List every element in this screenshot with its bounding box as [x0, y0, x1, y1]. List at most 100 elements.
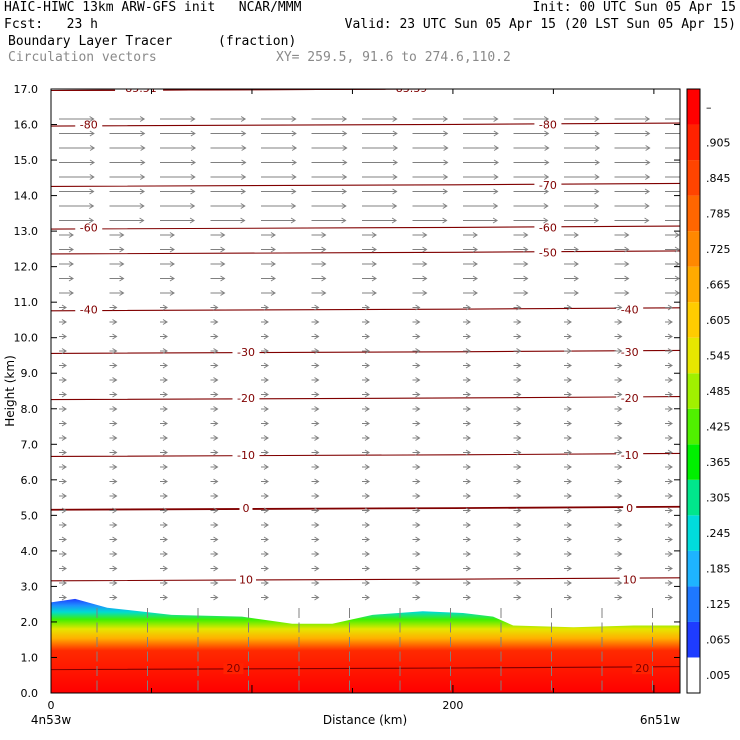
vector-head — [624, 290, 630, 296]
vector-head — [119, 261, 125, 267]
vector-head — [465, 478, 471, 485]
vector-head — [213, 304, 219, 311]
colorbar-swatch — [687, 302, 700, 338]
vector-head — [162, 304, 168, 311]
vector-head — [594, 174, 600, 180]
vector-head — [61, 464, 67, 470]
vector-head — [573, 232, 579, 238]
vector-head — [415, 507, 421, 514]
contour-line — [51, 396, 680, 401]
vector-head — [472, 232, 478, 238]
vector-head — [594, 188, 600, 195]
vector-head — [617, 522, 623, 528]
colorbar-label: .545 — [706, 349, 731, 362]
contour-label: -85.51 — [121, 82, 156, 95]
vector-head — [241, 130, 247, 137]
vector-head — [364, 464, 370, 470]
vector-head — [415, 420, 421, 427]
contour-line — [51, 307, 680, 312]
colorbar-label: .905 — [706, 136, 731, 149]
contour-label: 0 — [242, 502, 249, 515]
vector-head — [544, 145, 550, 151]
vector-head — [667, 464, 673, 470]
colorbar-swatch — [687, 160, 700, 196]
colorbar-label: .305 — [706, 492, 731, 505]
vector-head — [190, 116, 196, 122]
vector-head — [169, 290, 175, 296]
vector-head — [190, 145, 197, 151]
vector-head — [465, 493, 471, 499]
vector-head — [364, 449, 370, 456]
vector-head — [213, 594, 219, 601]
vector-head — [543, 203, 549, 209]
vector-head — [162, 580, 168, 586]
colorbar-swatch — [687, 479, 700, 516]
y-tick-label: 15.0 — [14, 154, 39, 167]
vector-head — [415, 304, 421, 311]
vector-head — [263, 362, 269, 369]
contour-label-bg — [75, 119, 103, 131]
vector-head — [263, 507, 269, 514]
vector-head — [516, 536, 522, 543]
vector-head — [465, 333, 471, 340]
vector-head — [516, 507, 522, 514]
vector-head — [263, 464, 269, 470]
colorbar-swatch — [687, 89, 700, 125]
vector-head — [472, 261, 478, 267]
vector-head — [341, 116, 348, 122]
y-tick-label: 11.0 — [14, 296, 39, 309]
colorbar-label: .725 — [706, 243, 731, 256]
vector-head — [342, 159, 348, 166]
vector-head — [213, 536, 219, 543]
contour-label-bg — [534, 247, 562, 259]
vector-head — [566, 319, 572, 325]
vector-head — [162, 449, 168, 456]
vector-head — [566, 551, 572, 557]
vector-head — [190, 203, 196, 209]
contour-line — [51, 577, 680, 582]
vector-head — [667, 536, 673, 543]
vector-head — [543, 116, 550, 122]
contour-line — [51, 225, 680, 230]
vector-head — [263, 565, 269, 572]
vector-head — [190, 188, 196, 195]
colorbar-swatch — [687, 444, 700, 480]
vector-head — [341, 203, 347, 209]
vector-head — [516, 391, 522, 398]
colorbar-label: .665 — [706, 278, 731, 291]
vector-head — [566, 435, 572, 441]
vector-head — [645, 159, 651, 166]
colorbar-label: .245 — [706, 527, 731, 540]
vector-head — [112, 594, 118, 601]
vector-head — [162, 478, 168, 485]
vector-head — [263, 522, 269, 528]
vector-head — [364, 551, 370, 557]
contour-line — [51, 349, 680, 354]
vector-head — [465, 449, 471, 456]
vector-head — [61, 391, 67, 398]
vector-head — [674, 232, 680, 238]
vector-head — [162, 348, 168, 354]
contour-label-bg — [632, 663, 653, 675]
y-tick-label: 13.0 — [14, 225, 39, 238]
vector-head — [516, 565, 522, 572]
vector-head — [392, 145, 399, 151]
contour-label-bg — [235, 574, 256, 586]
contour--85.51: -85.51 — [51, 82, 569, 95]
vector-head — [68, 290, 74, 296]
vector-head — [291, 159, 297, 166]
vector-head — [162, 464, 168, 470]
vector-head — [415, 565, 421, 572]
vector-head — [169, 232, 175, 238]
vector-head — [472, 275, 478, 282]
contour-line — [51, 250, 680, 255]
vector-head — [667, 377, 673, 383]
vector-head — [617, 304, 623, 311]
vector-head — [415, 348, 421, 354]
vector-head — [364, 580, 370, 586]
y-tick-label: 3.0 — [21, 580, 39, 593]
vector-head — [573, 246, 579, 253]
vector-head — [493, 188, 499, 195]
vector-head — [422, 261, 428, 267]
vector-head — [415, 362, 421, 369]
